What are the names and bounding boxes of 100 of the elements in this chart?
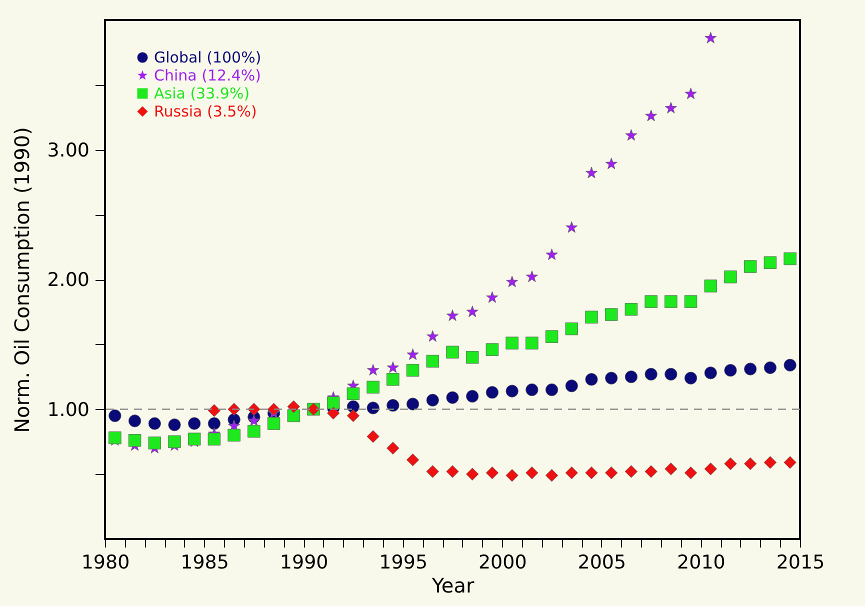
point [704,366,718,380]
point [624,370,638,384]
x-tick-label: 2015 [776,552,825,574]
point [565,380,578,392]
point [724,457,737,470]
point [684,88,697,100]
point [287,409,300,422]
point [168,435,181,448]
point [366,402,380,414]
point [506,336,518,350]
point [506,384,518,398]
point [526,466,538,480]
legend-label: Russia (3.5%) [154,102,257,120]
y-axis-title: Norm. Oil Consumption (1990) [10,127,34,433]
point [446,309,459,322]
x-tick-label: 2005 [578,552,626,574]
point [585,466,598,480]
point [188,417,201,430]
point [744,260,757,273]
point [624,465,638,478]
x-axis-title: Year [430,574,475,598]
point [704,280,718,292]
point [565,322,578,336]
point [248,414,260,426]
point [406,364,420,377]
point [108,409,122,422]
point [386,442,400,455]
point [326,396,340,410]
point [466,390,479,403]
point [526,383,538,396]
point [188,432,201,446]
point [208,404,221,417]
point [386,398,400,412]
point [764,256,777,270]
point [486,343,499,356]
point [684,295,698,308]
point [466,468,479,480]
point [406,348,419,360]
point [546,248,558,260]
point [108,431,122,444]
point [664,295,678,308]
point [644,465,658,478]
legend-label: Global (100%) [154,48,262,66]
point [664,462,678,476]
point [366,430,380,443]
point [664,102,678,114]
point [604,466,618,480]
x-tick-label: 2010 [677,552,726,574]
y-tick-label: 3.00 [47,139,90,162]
point [426,394,440,407]
point [545,330,558,343]
point [565,466,578,480]
point [326,406,340,420]
point [724,364,737,377]
point [784,358,796,372]
point [346,387,360,400]
point [208,417,221,430]
point [128,414,142,428]
legend-label: Asia (33.9%) [154,84,250,102]
point [446,346,459,359]
point [346,409,360,422]
point [466,350,479,364]
point [426,465,440,478]
x-tick-label: 2000 [478,552,527,574]
point [744,457,757,470]
point [604,308,618,321]
point [684,372,698,384]
point [366,380,380,394]
y-tick-label: 2.00 [47,269,90,291]
x-tick-label: 1985 [180,552,229,574]
point [446,391,459,404]
point [585,373,598,386]
point [228,428,240,442]
point [208,432,221,446]
point [366,364,380,376]
legend-label: China (12.4%) [154,66,261,84]
point [624,302,638,316]
point [386,373,400,386]
point [248,424,260,438]
point [704,462,718,476]
point [784,456,796,469]
point [406,398,420,410]
point [148,436,162,450]
point [684,466,698,480]
point [704,32,717,44]
point [545,469,558,482]
point [466,306,478,318]
x-tick-label: 1980 [81,552,130,574]
point [386,361,400,373]
point [764,361,777,374]
point [426,354,440,368]
x-tick-label: 1995 [379,552,428,574]
point [486,386,499,399]
point [644,368,658,381]
point [566,221,578,233]
point [506,469,518,482]
point [168,418,181,432]
point [128,434,142,447]
point [784,252,796,266]
point [526,270,538,282]
